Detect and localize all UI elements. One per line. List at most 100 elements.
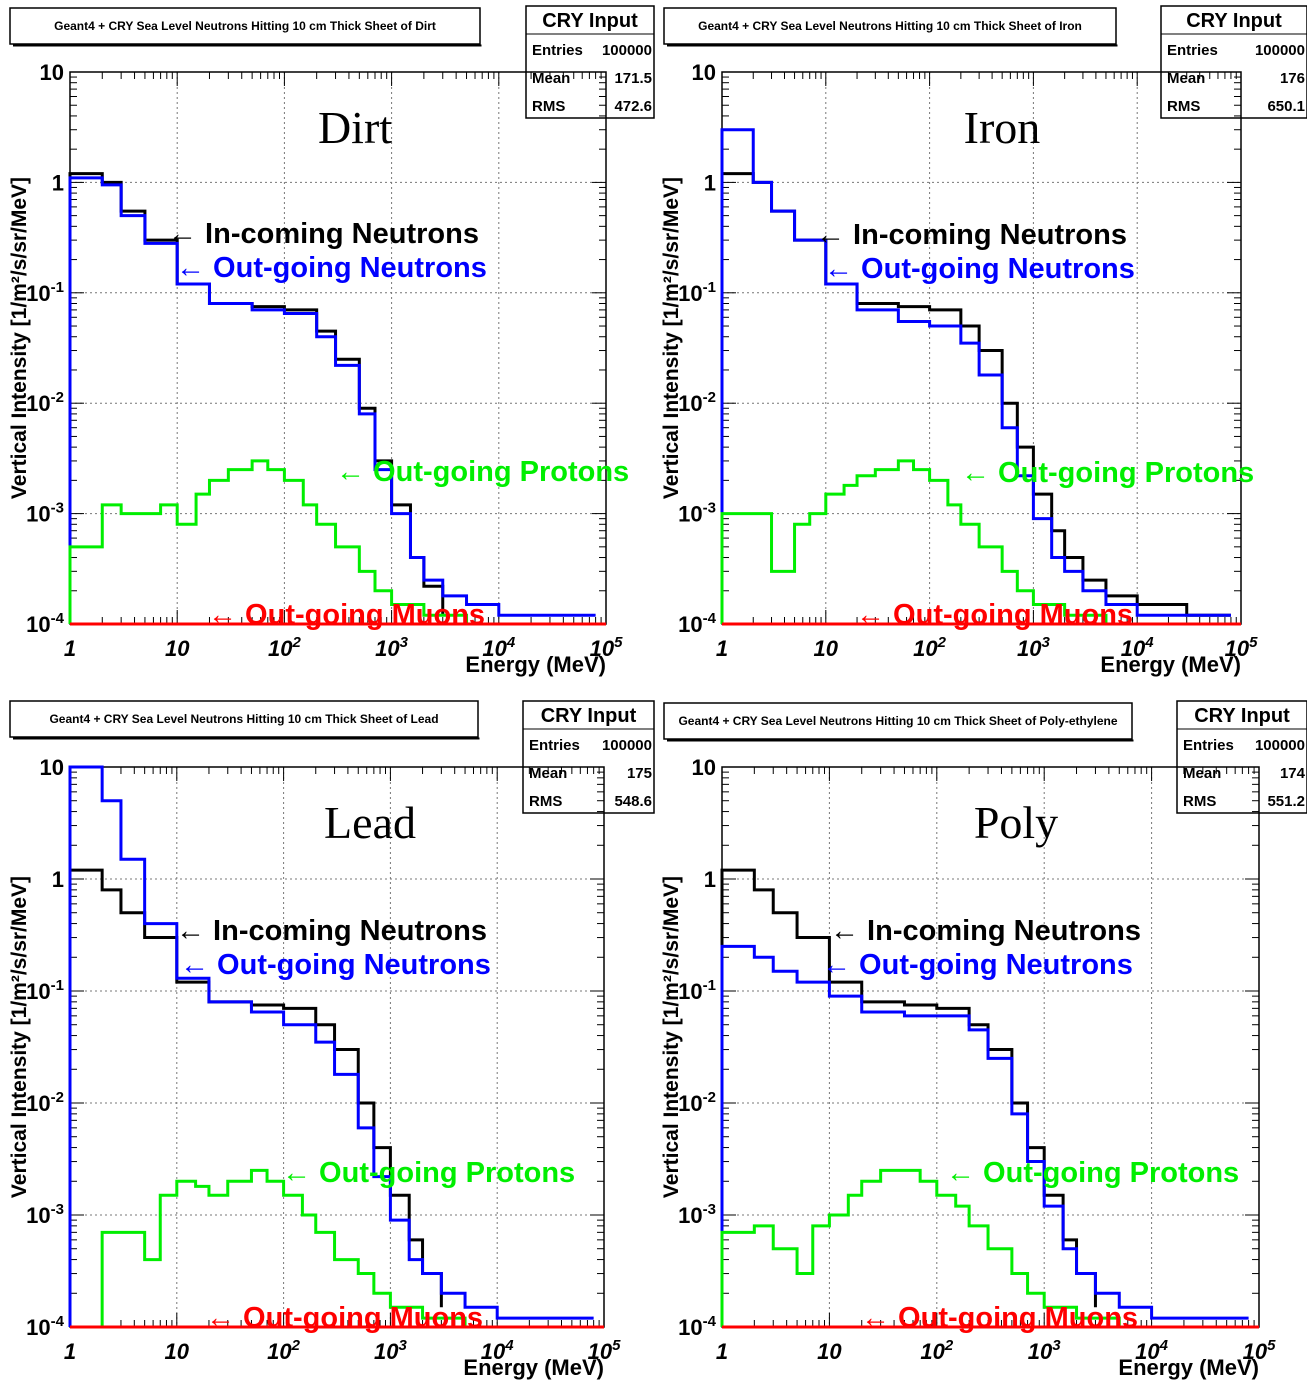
y-tick-label: 10-1 <box>678 279 716 306</box>
axis-ticks <box>721 767 1259 1328</box>
y-tick-label: 10-4 <box>678 610 716 637</box>
stats-value: 100000 <box>602 42 652 59</box>
x-tick-label: 105 <box>588 1337 621 1364</box>
annotation-incoming: ← In-coming Neutrons <box>830 915 1141 947</box>
chart-title: Geant4 + CRY Sea Level Neutrons Hitting … <box>54 19 436 33</box>
stats-label: Entries <box>1183 737 1234 754</box>
chart-title: Geant4 + CRY Sea Level Neutrons Hitting … <box>678 714 1117 728</box>
stats-value: 174 <box>1280 765 1306 782</box>
title-box <box>663 702 1133 740</box>
x-tick-label: 103 <box>1017 634 1050 661</box>
x-tick-label: 103 <box>1028 1337 1061 1364</box>
y-tick-label: 10-2 <box>26 1089 64 1116</box>
y-tick-label: 1 <box>52 867 64 892</box>
material-label: Poly <box>974 797 1058 848</box>
annotation-neutrons: ← Out-going Neutrons <box>822 949 1133 981</box>
axis-ticks <box>69 767 604 1328</box>
series-incoming <box>720 868 1097 1327</box>
y-tick-label: 10-3 <box>26 500 64 527</box>
x-tick-label: 103 <box>374 1337 407 1364</box>
plot-frame <box>721 71 1242 625</box>
x-tick-label: 104 <box>481 1337 514 1364</box>
x-tick-label: 10 <box>165 636 190 661</box>
grid <box>70 767 604 1327</box>
x-tick-label: 1 <box>716 1339 728 1364</box>
stats-label: RMS <box>1183 793 1216 810</box>
chart-panel-iron: Geant4 + CRY Sea Level Neutrons Hitting … <box>656 0 1307 690</box>
stats-value: 100000 <box>1255 737 1305 754</box>
chart-panel-dirt: Geant4 + CRY Sea Level Neutrons Hitting … <box>0 0 655 690</box>
stats-header: CRY Input <box>542 10 638 32</box>
x-axis-label: Energy (MeV) <box>1118 1355 1259 1380</box>
grid <box>722 767 1259 1327</box>
y-tick-label: 1 <box>52 170 64 195</box>
y-tick-label: 10-4 <box>678 1313 716 1340</box>
stats-box <box>525 5 655 119</box>
annotation-incoming: ← In-coming Neutrons <box>176 915 487 947</box>
series-protons <box>720 1168 1259 1329</box>
chart-svg-poly: Geant4 + CRY Sea Level Neutrons Hitting … <box>660 700 1307 1380</box>
x-tick-label: 105 <box>1225 634 1258 661</box>
grid <box>70 72 606 624</box>
chart-svg-dirt: Geant4 + CRY Sea Level Neutrons Hitting … <box>8 5 655 677</box>
x-tick-label: 1 <box>64 636 76 661</box>
series-protons <box>70 1168 604 1329</box>
y-axis-label: Vertical Intensity [1/m²/s/sr/MeV] <box>660 177 683 499</box>
y-tick-label: 10-2 <box>678 389 716 416</box>
y-tick-label: 10-4 <box>26 610 64 637</box>
y-tick-label: 10-1 <box>26 279 64 306</box>
plot-frame <box>69 71 607 625</box>
stats-label: Mean <box>532 70 570 87</box>
annotation-neutrons: ← Out-going Neutrons <box>180 949 491 981</box>
material-label: Lead <box>324 797 416 848</box>
y-tick-label: 10-2 <box>26 389 64 416</box>
y-tick-label: 10 <box>40 60 64 85</box>
annotation-protons: ← Out-going Protons <box>282 1157 575 1189</box>
grid <box>722 72 1241 624</box>
y-tick-label: 10-4 <box>26 1313 64 1340</box>
series-neutrons <box>720 944 1249 1327</box>
stats-label: Entries <box>532 42 583 59</box>
stats-value: 472.6 <box>614 98 652 115</box>
stats-value: 175 <box>627 765 652 782</box>
stats-label: RMS <box>529 793 562 810</box>
annotation-incoming: ← In-coming Neutrons <box>168 218 479 250</box>
stats-box <box>522 700 655 814</box>
annotation-incoming: ← In-coming Neutrons <box>816 219 1127 251</box>
series-incoming <box>68 868 443 1327</box>
x-tick-label: 105 <box>590 634 623 661</box>
x-tick-label: 1 <box>64 1339 76 1364</box>
chart-svg-iron: Geant4 + CRY Sea Level Neutrons Hitting … <box>660 5 1307 677</box>
y-tick-label: 10-2 <box>678 1089 716 1116</box>
series-protons <box>720 459 1241 626</box>
annotation-protons: ← Out-going Protons <box>336 456 629 488</box>
stats-label: Entries <box>1167 42 1218 59</box>
stats-header: CRY Input <box>541 705 637 727</box>
x-tick-label: 104 <box>1121 634 1154 661</box>
y-axis-label: Vertical Intensity [1/m²/s/sr/MeV] <box>8 876 31 1198</box>
plot-frame <box>721 766 1260 1328</box>
stats-value: 100000 <box>1255 42 1305 59</box>
y-axis-label: Vertical Intensity [1/m²/s/sr/MeV] <box>660 876 683 1198</box>
plot-frame <box>69 766 605 1328</box>
x-tick-label: 10 <box>165 1339 190 1364</box>
material-label: Iron <box>964 102 1041 153</box>
x-tick-label: 104 <box>1135 1337 1168 1364</box>
x-tick-label: 104 <box>482 634 515 661</box>
y-tick-label: 10-1 <box>26 977 64 1004</box>
y-axis-label: Vertical Intensity [1/m²/s/sr/MeV] <box>8 177 31 499</box>
chart-svg-lead: Geant4 + CRY Sea Level Neutrons Hitting … <box>8 700 655 1380</box>
y-tick-label: 10-3 <box>678 1201 716 1228</box>
x-axis-label: Energy (MeV) <box>1100 652 1241 677</box>
x-tick-label: 10 <box>817 1339 842 1364</box>
x-tick-label: 102 <box>913 634 946 661</box>
stats-label: RMS <box>1167 98 1200 115</box>
stats-box <box>1176 700 1307 814</box>
stats-header: CRY Input <box>1194 705 1290 727</box>
x-tick-label: 102 <box>920 1337 953 1364</box>
y-tick-label: 10-3 <box>678 500 716 527</box>
x-tick-label: 103 <box>375 634 408 661</box>
annotation-neutrons: ← Out-going Neutrons <box>176 252 487 284</box>
annotation-neutrons: ← Out-going Neutrons <box>824 253 1135 285</box>
stats-label: Mean <box>1167 70 1205 87</box>
